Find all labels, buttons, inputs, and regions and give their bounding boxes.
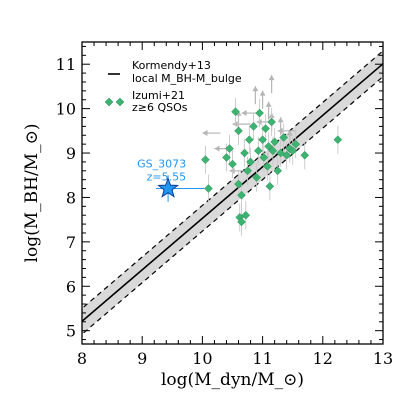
qso-point [201,155,210,165]
limit-arrow-head [259,90,266,96]
gs3073-star [157,177,179,198]
qso-point [222,153,231,162]
y-tick-label: 6 [66,277,76,296]
legend-line-label-1: Kormendy+13 [132,59,211,72]
qso-point [254,146,263,156]
points-layer [201,107,343,227]
qso-point [240,148,249,158]
axis-labels-layer: log(M_dyn/M_⊙) log(M_BH/M_⊙) [22,124,304,390]
limit-arrow-head [286,130,293,136]
x-tick-label: 10 [192,349,212,368]
qso-point [279,133,289,142]
qso-point [259,153,269,162]
qso-point [237,190,246,200]
qso-point [243,166,252,176]
y-tick-label: 7 [66,233,76,252]
y-tick-label: 5 [66,322,76,341]
qso-point [291,139,301,149]
y-tick-label: 9 [66,144,76,163]
qso-point [264,142,273,151]
qso-point [300,150,310,160]
legend-marker-swatch [104,97,114,107]
x-axis-label: log(M_dyn/M_⊙) [161,370,304,390]
limit-arrow-head [268,75,275,81]
gs3073-redshift-label: z=5.55 [147,171,186,184]
limit-arrow-head [277,127,283,134]
limit-arrow-head [241,110,247,117]
x-tick-label: 13 [373,349,393,368]
qso-point [258,135,267,145]
qso-point [265,181,275,191]
legend-line-label-2: local M_BH-M_bulge [132,72,242,85]
qso-point [231,107,240,117]
qso-point [261,124,270,133]
qso-point [333,135,343,145]
qso-point [228,159,237,169]
y-tick-label: 10 [56,100,76,119]
limit-arrow-head [277,117,284,123]
axes-layer: 8 9 10 11 12 13 5 6 7 8 9 10 11 [56,41,393,368]
legend-marker-label-1: Izumi+21 [132,89,185,102]
relation-lines-layer [82,50,383,336]
legend-marker-label-2: z≥6 QSOs [132,101,188,114]
qso-point [237,217,246,227]
qso-point [225,144,234,153]
x-tick-label: 9 [137,349,147,368]
errorbars-layer [202,75,339,236]
qso-point [288,146,298,156]
limit-arrow-head [265,101,272,107]
y-axis-label: log(M_BH/M_⊙) [22,124,42,263]
qso-point [282,150,292,160]
qso-point [263,161,272,171]
legend-marker-swatch [115,97,125,107]
qso-point [268,146,278,156]
limit-arrow-head [252,86,259,92]
qso-point [241,210,251,220]
qso-point [273,166,283,176]
y-tick-label: 8 [66,188,76,207]
x-tick-label: 12 [313,349,333,368]
qso-point [270,137,279,147]
y-tick-label: 11 [56,55,76,74]
qso-point [204,184,213,193]
qso-point [245,135,254,145]
limit-arrow-head [214,145,220,152]
limit-arrow-head [202,130,208,137]
qso-point [252,173,261,182]
qso-point [246,157,255,167]
qso-point [267,117,276,127]
relation-line [82,62,383,323]
plot-frame [81,41,384,345]
qso-point [249,122,258,131]
x-tick-label: 8 [77,349,87,368]
gs3073-name-label: GS_3073 [137,158,186,171]
qso-point [234,179,243,189]
x-tick-label: 11 [252,349,272,368]
qso-point [234,126,243,136]
qso-point [255,108,264,118]
